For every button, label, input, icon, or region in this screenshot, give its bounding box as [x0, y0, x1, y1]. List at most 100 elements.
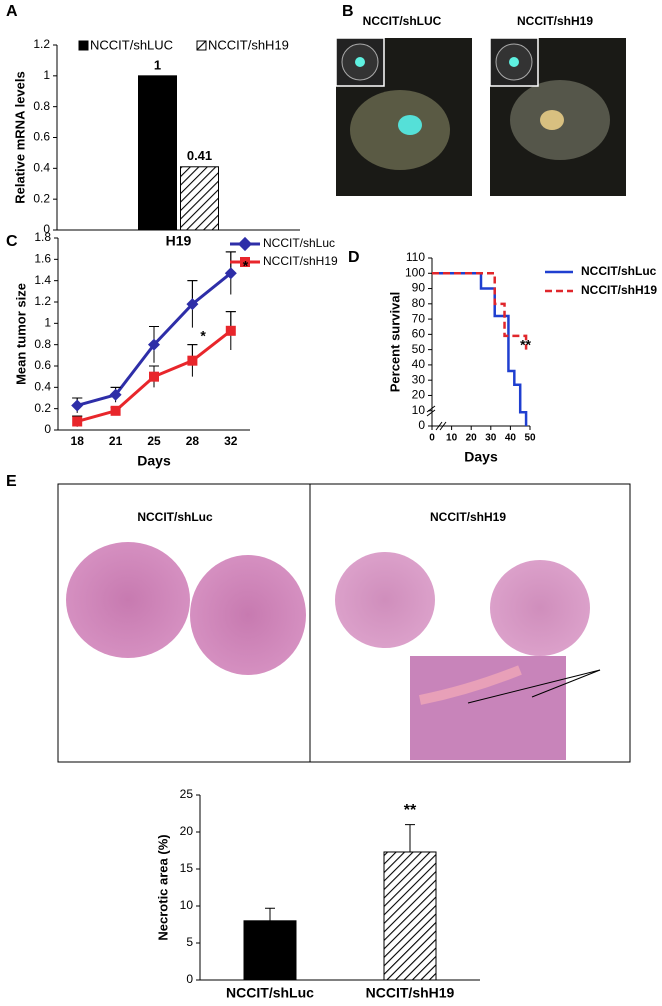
y-axis-label: Necrotic area (%)	[155, 834, 170, 940]
legend-marker	[240, 257, 250, 267]
photo	[335, 37, 472, 196]
y-tick-label: 0	[186, 972, 193, 986]
x-tick-label: 0	[429, 433, 435, 444]
y-tick-label: 0.8	[33, 99, 50, 113]
bar	[138, 75, 177, 231]
y-tick-label: 60	[412, 327, 426, 341]
y-tick-label: 100	[405, 265, 425, 279]
tissue	[66, 542, 601, 760]
panel-label: B	[342, 3, 354, 20]
x-axis-label: Days	[137, 453, 171, 469]
y-tick-label: 90	[412, 281, 426, 295]
x-tick-label: 20	[466, 433, 478, 444]
x-tick-label: 40	[505, 433, 517, 444]
bar	[243, 920, 297, 981]
x-tick-label: 18	[71, 434, 85, 448]
x-tick-label: 28	[186, 434, 200, 448]
panel-label: E	[6, 473, 17, 490]
survival-line	[432, 272, 528, 426]
photo	[489, 37, 626, 196]
y-tick-label: 0.8	[34, 337, 51, 351]
legend-swatch	[196, 40, 207, 51]
x-tick-label: 25	[147, 434, 161, 448]
y-tick-label: 0.2	[34, 401, 51, 415]
y-tick-label: 20	[180, 824, 194, 838]
y-tick-label: 0.4	[34, 380, 51, 394]
legend-marker	[237, 236, 253, 252]
marker	[224, 267, 237, 280]
legend-label: NCCIT/shH19	[208, 37, 289, 52]
panel-label: C	[6, 233, 18, 250]
x-tick-label: NCCIT/shLuc	[226, 985, 314, 1001]
marker	[186, 298, 199, 311]
marker	[71, 399, 84, 412]
legend-label: NCCIT/shLUC	[90, 37, 173, 52]
marker	[148, 338, 160, 351]
y-tick-label: 10	[180, 898, 194, 912]
x-tick-label: 50	[524, 433, 536, 444]
marker	[187, 355, 198, 366]
marker	[149, 371, 159, 382]
annotation: *	[200, 327, 206, 343]
y-axis-label: Percent survival	[387, 292, 402, 392]
y-tick-label: 1.4	[34, 273, 51, 287]
image-caption: NCCIT/shLuc	[137, 510, 213, 524]
y-tick-label: 0.6	[33, 130, 50, 144]
survival-line	[432, 272, 528, 350]
panel-label: A	[6, 3, 18, 20]
bar	[180, 166, 219, 231]
y-tick-label: 1.6	[34, 252, 51, 266]
y-tick-label: 110	[406, 250, 425, 264]
annotation: *	[243, 257, 249, 273]
x-tick-label: NCCIT/shH19	[366, 985, 455, 1001]
x-axis-label: Days	[464, 449, 498, 465]
y-tick-label: 30	[412, 372, 426, 386]
annotation: **	[404, 802, 417, 819]
y-tick-label: 0	[43, 222, 50, 236]
error-bar	[405, 824, 415, 852]
y-tick-label: 1.8	[34, 230, 51, 244]
legend-label: NCCIT/shLuc	[581, 264, 657, 278]
annotation: **	[520, 336, 531, 352]
y-tick-label: 1.2	[33, 37, 50, 51]
x-tick-label: 30	[485, 433, 497, 444]
image-caption: NCCIT/shH19	[517, 14, 593, 28]
error-bar	[265, 907, 275, 921]
y-axis-label: Mean tumor size	[13, 283, 28, 385]
y-tick-label: 50	[412, 342, 426, 356]
y-tick-label: 15	[180, 861, 194, 875]
y-tick-label: 0	[44, 422, 51, 436]
marker	[225, 325, 236, 336]
y-tick-label: 1.2	[34, 294, 51, 308]
legend-label: NCCIT/shH19	[581, 283, 657, 297]
y-tick-label: 1	[44, 316, 51, 330]
y-axis-label: Relative mRNA levels	[12, 71, 27, 203]
y-tick-label: 0.6	[34, 358, 51, 372]
data-label: 1	[154, 57, 161, 72]
legend-label: NCCIT/shH19	[263, 254, 338, 268]
marker	[72, 416, 83, 427]
image-caption: NCCIT/shH19	[430, 510, 506, 524]
y-tick-label: 20	[412, 388, 426, 402]
y-tick-label: 5	[186, 935, 193, 949]
bar	[383, 851, 437, 981]
y-tick-label: 0.2	[33, 191, 50, 205]
y-tick-label: 10	[412, 403, 426, 417]
y-tick-label: 0	[418, 418, 425, 432]
axis-break	[426, 405, 447, 431]
x-tick-label: 32	[224, 434, 238, 448]
y-tick-label: 80	[412, 296, 426, 310]
panel-label: D	[348, 249, 360, 266]
legend-swatch	[78, 40, 89, 51]
y-tick-label: 0.4	[33, 161, 50, 175]
y-tick-label: 40	[412, 357, 426, 371]
image-caption: NCCIT/shLUC	[363, 14, 442, 28]
y-tick-label: 1	[43, 68, 50, 82]
y-tick-label: 70	[412, 311, 426, 325]
x-tick-label: H19	[166, 233, 192, 249]
marker	[110, 405, 121, 416]
x-tick-label: 10	[446, 433, 458, 444]
marker	[109, 388, 122, 401]
data-label: 0.41	[187, 148, 212, 163]
